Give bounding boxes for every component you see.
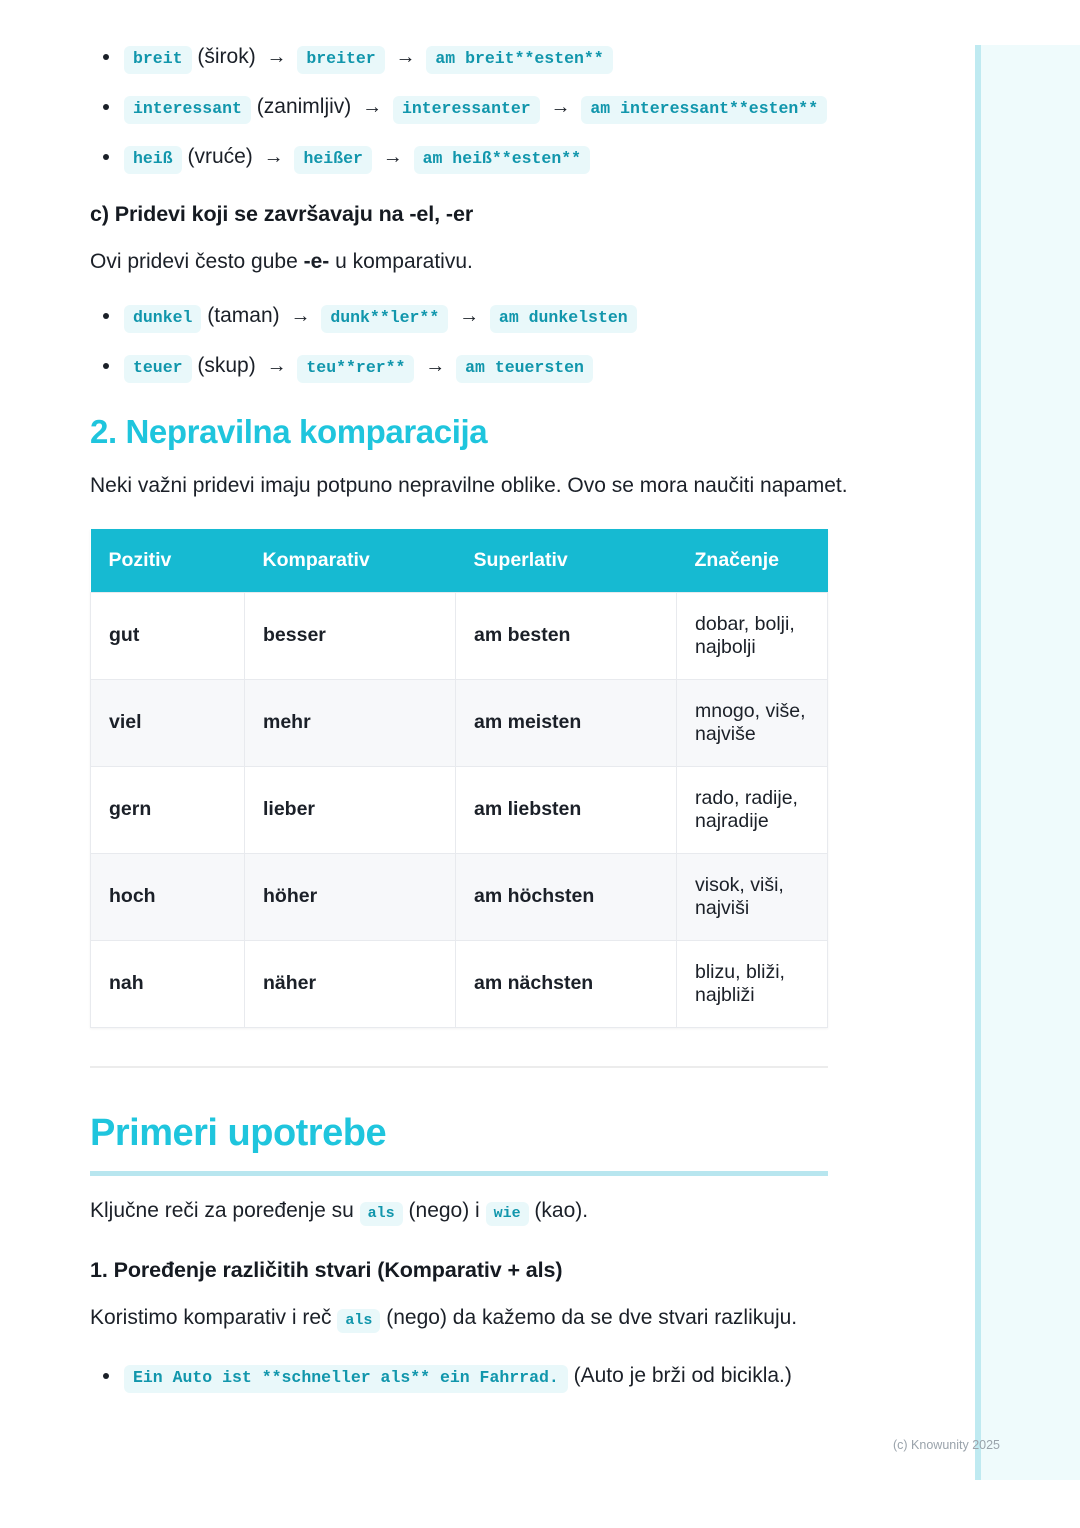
spacer [90,1068,885,1112]
adjective-meaning: (zanimljiv) [256,94,352,118]
chip-als: als [337,1308,381,1334]
cell-pozitiv: gut [90,591,245,680]
adjective-superlative-chip: am dunkelsten [489,304,637,333]
column-header-pozitiv: Pozitiv [90,528,245,593]
table-row: nah näher am nächsten blizu, bliži, najb… [90,939,828,1028]
intro-part-1: Ključne reči za poređenje su [90,1198,360,1222]
table-header-row: Pozitiv Komparativ Superlativ Značenje [90,528,828,593]
arrow-icon: → [266,354,287,377]
irregular-comparison-table: Pozitiv Komparativ Superlativ Značenje g… [90,528,828,1028]
cell-pozitiv: viel [90,678,245,767]
examples-paragraph: Koristimo komparativ i reč als (nego) da… [90,1301,885,1335]
document-page: breit (širok) → breiter → am breit**este… [90,40,885,1393]
intro-part-3: (kao). [528,1198,589,1222]
cell-pozitiv: gern [90,765,245,854]
adjective-base-chip: interessant [124,95,251,124]
subsection-heading-c: c) Pridevi koji se završavaju na -el, -e… [90,201,474,226]
arrow-icon: → [459,304,480,327]
intro-text-before: Ovi pridevi često gube [90,249,304,273]
example-translation: (Auto je brži od bicikla.) [573,1363,792,1387]
cell-znacenje: dobar, bolji, najbolji [676,591,828,680]
paragraph-part-2: (nego) da kažemo da se dve stvari razlik… [380,1305,798,1329]
cell-superlativ: am nächsten [455,939,677,1028]
adjective-meaning: (skup) [197,353,256,377]
intro-emphasis: -e- [303,249,330,273]
column-header-znacenje: Značenje [676,528,828,593]
intro-text-after: u komparativu. [329,249,473,273]
adjective-comparative-chip: interessanter [392,95,540,124]
cell-znacenje: mnogo, više, najviše [676,678,828,767]
list-item: heiß (vruće) → heißer → am heiß**esten** [90,140,885,174]
section-2-paragraph: Neki važni pridevi imaju potpuno nepravi… [90,473,848,497]
adjective-base-chip: teuer [124,354,192,383]
adjective-superlative-chip: am breit**esten** [426,46,613,74]
list-item: dunkel (taman) → dunk**ler** → am dunkel… [90,299,885,333]
arrow-icon: → [425,354,446,377]
adjective-chain-list: breit (širok) → breiter → am breit**este… [90,40,885,174]
cell-komparativ: mehr [244,678,456,767]
cell-superlativ: am höchsten [455,852,677,941]
adjective-comparative-chip: breiter [297,46,385,74]
examples-list: Ein Auto ist **schneller als** ein Fahrr… [90,1359,885,1393]
adjective-comparative-chip: dunk**ler** [321,304,449,333]
table-row: hoch höher am höchsten visok, viši, najv… [90,852,828,941]
cell-komparativ: höher [244,852,456,941]
list-item: interessant (zanimljiv) → interessanter … [90,90,885,124]
arrow-icon: → [362,95,383,118]
examples-intro: Ključne reči za poređenje su als (nego) … [90,1194,885,1228]
adjective-meaning: (taman) [207,303,280,327]
paragraph-part-1: Koristimo komparativ i reč [90,1305,338,1329]
column-header-superlativ: Superlativ [455,528,677,593]
cell-komparativ: näher [244,939,456,1028]
cell-pozitiv: hoch [90,852,245,941]
table-row: gern lieber am liebsten rado, radije, na… [90,765,828,854]
cell-superlativ: am besten [455,591,677,680]
adjective-meaning: (vruće) [187,144,253,168]
arrow-icon: → [266,46,287,68]
cell-komparativ: besser [244,591,456,680]
arrow-icon: → [395,46,416,68]
column-header-komparativ: Komparativ [244,528,456,593]
example-sentence-chip: Ein Auto ist **schneller als** ein Fahrr… [124,1364,568,1393]
adjective-superlative-chip: am interessant**esten** [581,95,828,124]
adjective-base-chip: dunkel [124,304,202,333]
list-item: teuer (skup) → teu**rer** → am teuersten [90,349,885,383]
cell-komparativ: lieber [244,765,456,854]
section-heading-2: 2. Nepravilna komparacija [90,412,488,450]
cell-znacenje: rado, radije, najradije [676,765,828,854]
cell-superlativ: am liebsten [455,765,677,854]
cell-znacenje: visok, viši, najviši [676,852,828,941]
adjective-base-chip: breit [124,46,192,74]
intro-part-2: (nego) i [402,1198,486,1222]
examples-heading: Primeri upotrebe [90,1111,387,1154]
adjective-comparative-chip: heißer [294,145,372,174]
table-row: viel mehr am meisten mnogo, više, najviš… [90,678,828,767]
section-c-list: dunkel (taman) → dunk**ler** → am dunkel… [90,299,885,383]
section-c-intro: Ovi pridevi često gube -e- u komparativu… [90,245,885,279]
section-divider [90,1065,828,1068]
list-item: breit (širok) → breiter → am breit**este… [90,40,885,74]
right-side-panel [975,45,1080,1480]
adjective-base-chip: heiß [124,145,182,174]
arrow-icon: → [290,304,311,327]
cell-pozitiv: nah [90,939,245,1028]
chip-als: als [359,1201,403,1227]
cell-superlativ: am meisten [455,678,677,767]
chip-wie: wie [485,1201,529,1227]
list-item: Ein Auto ist **schneller als** ein Fahrr… [90,1359,885,1393]
arrow-icon: → [382,145,403,168]
arrow-icon: → [550,95,571,118]
adjective-comparative-chip: teu**rer** [297,354,415,383]
examples-subheading-1: 1. Poređenje različitih stvari (Komparat… [90,1257,563,1282]
table-row: gut besser am besten dobar, bolji, najbo… [90,591,828,680]
adjective-superlative-chip: am heiß**esten** [413,145,591,174]
copyright-watermark: (c) Knowunity 2025 [893,1438,1001,1452]
arrow-icon: → [263,145,284,168]
cell-znacenje: blizu, bliži, najbliži [676,939,828,1028]
adjective-meaning: (širok) [197,45,256,68]
examples-heading-underline [90,1170,828,1176]
adjective-superlative-chip: am teuersten [456,354,593,383]
